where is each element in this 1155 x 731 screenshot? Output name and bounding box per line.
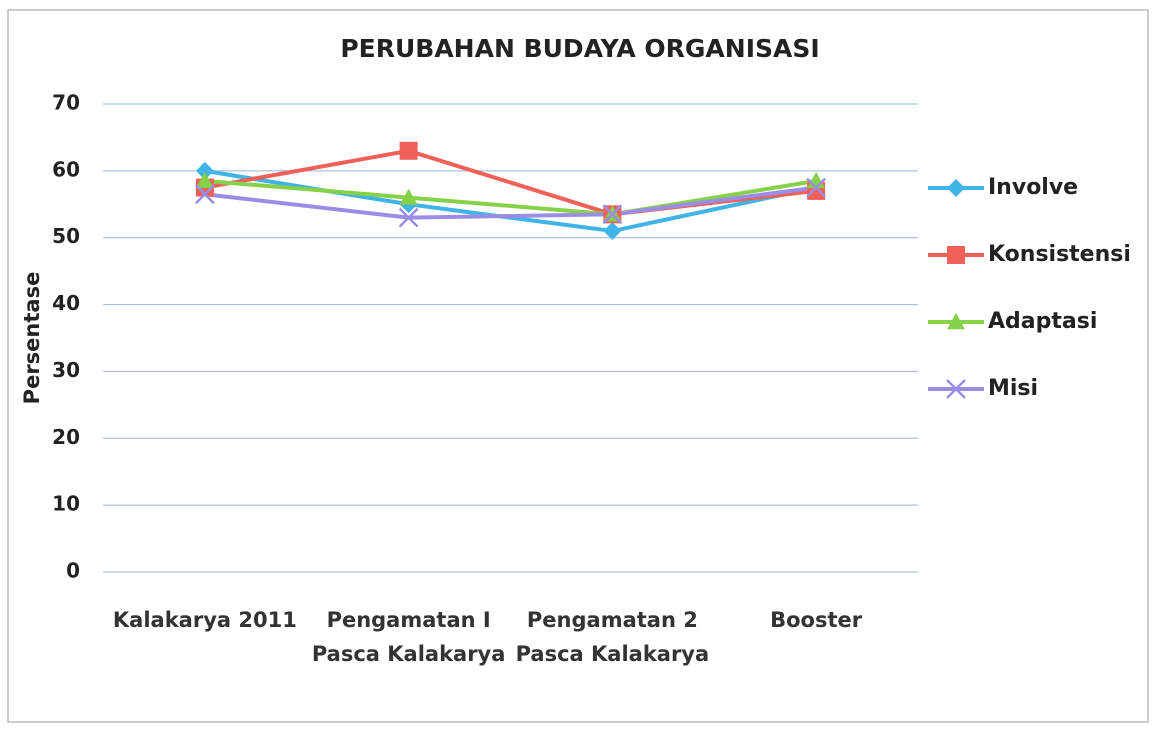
y-tick-label: 0 [66, 559, 80, 583]
chart-title: PERUBAHAN BUDAYA ORGANISASI [340, 34, 819, 63]
data-point [602, 204, 623, 225]
x-tick-label: Kalakarya 2011 [112, 608, 297, 632]
y-tick-label: 70 [52, 91, 80, 115]
y-tick-label: 50 [52, 224, 80, 248]
legend-label: Konsistensi [988, 242, 1131, 267]
data-point [603, 222, 622, 241]
y-tick-label: 20 [52, 425, 80, 449]
data-point [947, 246, 965, 264]
data-point [947, 313, 965, 330]
series-line [204, 185, 817, 220]
x-tick-label: Pengamatan I Pasca Kalakarya [311, 608, 506, 666]
data-point [399, 141, 418, 160]
data-point [947, 179, 965, 197]
y-axis-label: Persentase [20, 272, 44, 405]
y-tick-label: 60 [52, 157, 80, 181]
x-tick-label: Pengamatan 2 Pasca Kalakarya [515, 608, 710, 666]
data-point [195, 171, 214, 189]
series-line [204, 178, 817, 217]
chart-border [7, 9, 1149, 723]
y-tick-label: 10 [52, 492, 80, 516]
data-point [399, 188, 418, 205]
legend-label: Involve [988, 175, 1078, 200]
data-point [195, 161, 214, 180]
y-tick-label: 30 [52, 358, 80, 382]
data-point [194, 184, 215, 205]
legend-label: Misi [988, 376, 1038, 401]
data-point [946, 379, 966, 399]
legend-label: Adaptasi [988, 309, 1097, 334]
x-tick-label: Booster [770, 608, 863, 632]
data-point [398, 207, 419, 228]
y-tick-label: 40 [52, 291, 80, 315]
data-point [806, 177, 827, 198]
